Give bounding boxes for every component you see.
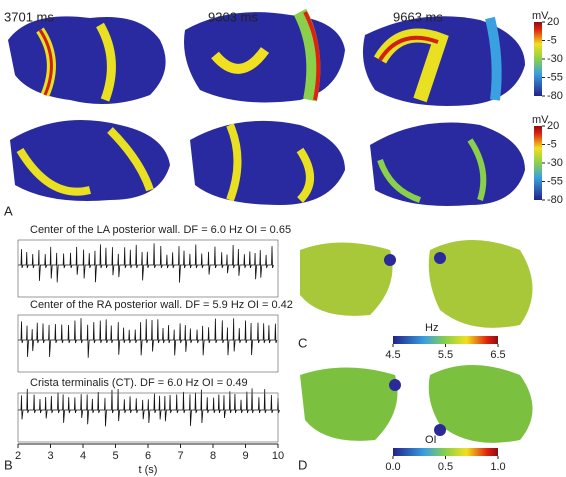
time-label: 9663 ms [393, 9, 443, 24]
x-tick-label: 10 [272, 450, 284, 462]
x-tick-label: 6 [145, 450, 151, 462]
x-tick-label: 3 [47, 450, 53, 462]
trace-frame [17, 314, 279, 373]
colorbar-tick-label: -55 [547, 71, 563, 83]
colorbar-tick-label: 0.5 [438, 461, 453, 473]
colorbar-tick-label: -5 [547, 34, 557, 46]
x-tick-label: 2 [15, 450, 21, 462]
panel-label: A [4, 203, 13, 218]
atria-maps [8, 8, 533, 443]
trace-title: Center of the LA posterior wall. DF = 6.… [30, 224, 291, 236]
colorbar-tick-label: 20 [547, 120, 559, 132]
x-axis-label: t (s) [139, 464, 158, 476]
colorbar-tick-label: 20 [547, 16, 559, 28]
colorbar-tick-label: -80 [547, 194, 563, 206]
trace-title: Crista terminalis (CT). DF = 6.0 Hz OI =… [30, 377, 248, 389]
colorbar-tick-label: 6.5 [490, 349, 505, 361]
colorbar-tick-label: -30 [547, 53, 563, 65]
panel-label: B [4, 457, 13, 472]
time-label: 9303 ms [208, 9, 258, 24]
trace-title: Center of the RA posterior wall. DF = 5.… [30, 299, 293, 311]
x-tick-label: 4 [80, 450, 86, 462]
colorbar-tick-label: -30 [547, 157, 563, 169]
colorbar-unit: mV [532, 114, 549, 126]
x-tick-label: 8 [210, 450, 216, 462]
colorbar [393, 448, 498, 456]
trace-frame [17, 239, 279, 298]
x-tick-label: 9 [242, 450, 248, 462]
colorbar-tick-label: 5.5 [438, 349, 453, 361]
colorbar [534, 126, 542, 200]
colorbar-unit: Hz [425, 322, 438, 334]
colorbar-tick-label: 0.0 [385, 461, 400, 473]
colorbar-tick-label: 1.0 [490, 461, 505, 473]
colorbar-unit: OI [425, 434, 437, 446]
colorbar-tick-label: 4.5 [385, 349, 400, 361]
colorbar-tick-label: -5 [547, 138, 557, 150]
colorbar [534, 22, 542, 96]
colorbar [393, 336, 498, 344]
colorbar-unit: mV [532, 10, 549, 22]
x-tick-label: 5 [112, 450, 118, 462]
colorbar-tick-label: -55 [547, 175, 563, 187]
trace-frame [17, 392, 279, 443]
ecg-trace [18, 388, 280, 427]
x-tick-label: 7 [177, 450, 183, 462]
ecg-trace [18, 318, 278, 358]
panel-label: D [298, 457, 307, 472]
panel-label: C [298, 335, 307, 350]
time-label: 3701 ms [4, 9, 54, 24]
colorbar-tick-label: -80 [547, 90, 563, 102]
ecg-trace [18, 243, 274, 283]
